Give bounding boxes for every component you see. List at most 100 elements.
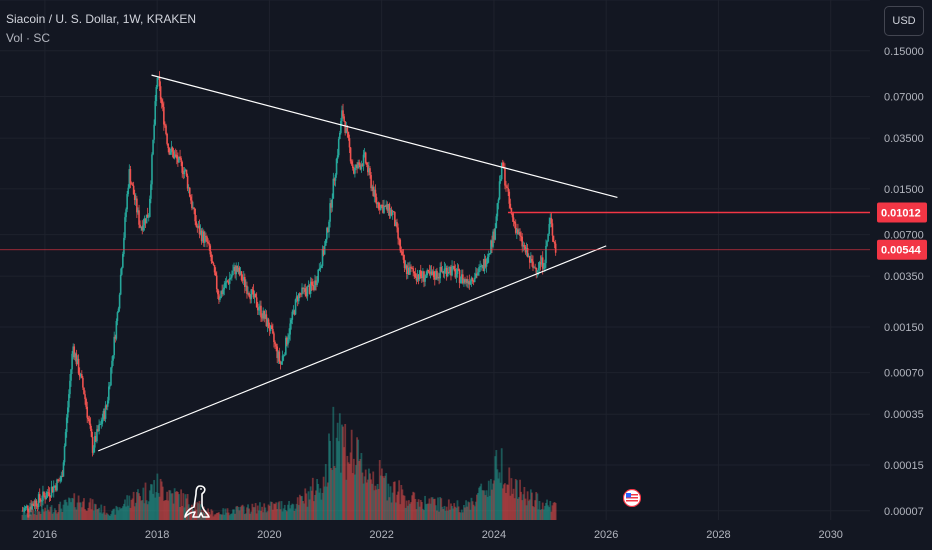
candle-body <box>166 133 168 144</box>
volume-bar <box>547 505 550 520</box>
volume-bar <box>330 468 333 520</box>
volume-bar <box>541 502 544 520</box>
volume-bar <box>295 503 298 520</box>
volume-bar <box>506 484 509 520</box>
volume-indicator-title[interactable]: Vol · SC <box>6 31 51 45</box>
volume-bar <box>305 493 308 520</box>
volume-bar <box>477 492 479 520</box>
volume-bar <box>225 512 228 520</box>
volume-bar <box>220 514 222 520</box>
volume-bar <box>531 492 533 520</box>
volume-bar <box>354 474 356 520</box>
volume-bar <box>540 509 543 520</box>
candle-body <box>388 204 391 216</box>
candle-body <box>343 116 345 122</box>
candle-body <box>358 162 361 166</box>
candle-body <box>385 204 388 207</box>
candle-body <box>79 374 82 377</box>
volume-bar <box>228 515 231 520</box>
candle-body <box>437 276 439 279</box>
candle-body <box>130 183 133 185</box>
candle-body <box>489 253 491 255</box>
volume-bar <box>362 483 365 520</box>
volume-bar <box>488 495 491 520</box>
volume-bar <box>240 505 243 520</box>
candle-body <box>155 87 158 102</box>
volume-bar <box>213 514 216 520</box>
volume-bar <box>311 477 314 520</box>
volume-bar <box>444 510 447 520</box>
volume-bar <box>331 469 334 520</box>
volume-bar <box>259 502 261 520</box>
volume-bar <box>49 506 52 520</box>
candle-body <box>495 216 498 229</box>
volume-bar <box>62 504 65 520</box>
volume-bar <box>269 501 272 520</box>
candle-body <box>142 225 145 231</box>
volume-bar <box>384 475 387 520</box>
us-flag-icon[interactable] <box>623 489 641 507</box>
candle-body <box>56 479 58 491</box>
volume-bar <box>355 465 357 520</box>
volume-bar <box>443 505 446 520</box>
candle-body <box>141 226 144 231</box>
candle-body <box>431 271 434 275</box>
candle-body <box>64 432 67 447</box>
candle-body <box>289 323 291 335</box>
volume-bar <box>410 502 412 520</box>
volume-bar <box>441 506 444 520</box>
volume-bar <box>186 494 189 520</box>
volume-bar <box>423 510 425 520</box>
candle-body <box>405 265 408 275</box>
candle-body <box>372 186 375 197</box>
symbol-title[interactable]: Siacoin / U. S. Dollar, 1W, KRAKEN <box>6 12 197 26</box>
volume-bar <box>268 505 271 520</box>
volume-bar <box>137 489 139 520</box>
candle-body <box>319 267 322 270</box>
volume-bar <box>505 493 507 520</box>
candle-body <box>299 293 301 295</box>
volume-bar <box>50 505 53 520</box>
volume-bar <box>413 492 416 520</box>
volume-bar <box>166 491 168 520</box>
candle-body <box>35 500 38 507</box>
candle-body <box>370 175 372 189</box>
candle-body <box>172 151 175 159</box>
candle-body <box>421 276 423 279</box>
volume-bar <box>83 498 85 520</box>
volume-bar <box>479 486 482 520</box>
candle-body <box>475 273 477 278</box>
volume-bar <box>333 466 336 520</box>
volume-bar <box>37 511 40 520</box>
volume-bar <box>171 493 174 520</box>
candle-body <box>123 237 125 254</box>
volume-bar <box>247 504 249 520</box>
volume-bar <box>440 498 443 520</box>
currency-button[interactable]: USD <box>884 6 924 36</box>
candle-body <box>362 154 365 167</box>
candle-body <box>348 138 351 148</box>
volume-bar <box>445 506 448 520</box>
volume-bar <box>496 469 499 520</box>
volume-bar <box>511 493 514 520</box>
candle-body <box>170 147 173 153</box>
candle-body <box>86 406 89 418</box>
candle-body <box>402 254 405 260</box>
candle-body <box>260 305 262 318</box>
drawings[interactable] <box>0 74 870 452</box>
volume-bar <box>210 509 213 520</box>
volume-bar <box>481 490 484 520</box>
candle-body <box>281 355 284 362</box>
volume-bar <box>144 482 147 520</box>
candle-body <box>128 169 131 188</box>
candle-body <box>156 78 159 88</box>
candle-body <box>330 203 332 208</box>
volume-bar <box>405 500 408 520</box>
volume-bar <box>501 488 504 520</box>
candle-body <box>465 279 467 283</box>
candle-body <box>214 272 217 276</box>
volume-bar <box>61 511 64 520</box>
candle-body <box>296 296 299 302</box>
candle-body <box>414 273 417 278</box>
